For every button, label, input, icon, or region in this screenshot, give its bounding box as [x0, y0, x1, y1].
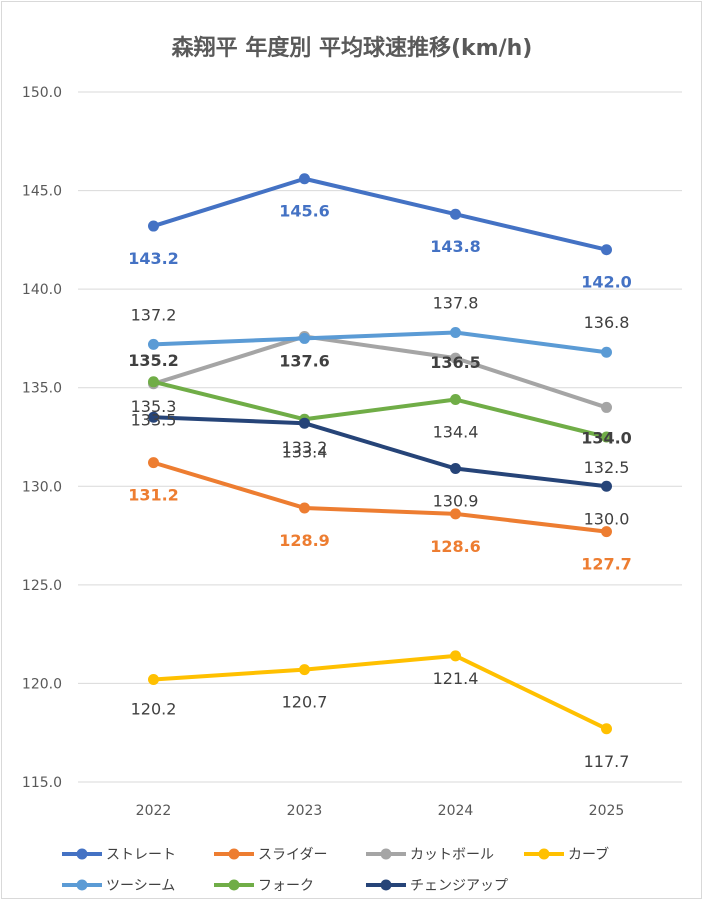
y-tick-label: 120.0 — [22, 676, 62, 692]
data-point — [601, 431, 612, 443]
legend-label: フォーク — [258, 878, 314, 894]
data-point — [601, 244, 612, 256]
data-label: 133.2 — [282, 438, 328, 457]
legend-marker — [380, 879, 392, 891]
data-label: 132.5 — [584, 458, 630, 477]
x-tick-label: 2025 — [589, 803, 625, 819]
y-tick-label: 150.0 — [22, 85, 62, 101]
data-point — [601, 401, 612, 413]
data-label: 133.4 — [282, 442, 328, 461]
legend-label: ツーシーム — [106, 878, 175, 894]
y-axis: 115.0 120.0 125.0 130.0 135.0 140.0 145.0 150.0 — [22, 85, 62, 791]
data-label: 137.8 — [433, 294, 479, 313]
chart-title: 森翔平 年度別 平均球速推移(km/h) — [172, 35, 533, 61]
legend-label: ストレート — [106, 847, 176, 863]
data-label: 137.2 — [131, 305, 177, 324]
y-tick-label: 115.0 — [22, 775, 62, 791]
series-lines — [148, 173, 612, 735]
data-point — [450, 463, 461, 475]
series-line — [151, 330, 609, 355]
legend-label: カーブ — [568, 846, 609, 863]
y-tick-label: 140.0 — [22, 282, 62, 298]
data-label: 136.5 — [430, 353, 481, 372]
data-label: 120.2 — [131, 699, 177, 718]
series-line — [151, 460, 609, 534]
series-line — [151, 334, 609, 410]
data-point — [148, 673, 159, 685]
series-line — [151, 653, 609, 731]
data-labels: 143.2 145.6 143.8 142.0 131.2 128.9 128.6 127.7… — [128, 202, 632, 771]
data-label: 130.9 — [433, 492, 479, 511]
data-label: 142.0 — [581, 273, 632, 292]
data-point — [148, 220, 159, 232]
data-point — [299, 173, 310, 185]
series-line — [151, 415, 609, 489]
legend-label: チェンジアップ — [410, 878, 508, 894]
x-tick-label: 2022 — [136, 803, 172, 819]
data-label: 133.5 — [131, 410, 177, 429]
data-point — [148, 411, 159, 423]
y-tick-label: 130.0 — [22, 479, 62, 495]
data-label: 128.6 — [430, 537, 481, 556]
data-label: 134.0 — [581, 428, 632, 447]
data-point — [148, 457, 159, 469]
data-point — [299, 502, 310, 514]
data-label: 145.6 — [279, 202, 330, 221]
data-label: 134.4 — [433, 423, 479, 442]
data-label: 117.7 — [584, 752, 630, 771]
data-point — [601, 723, 612, 735]
data-label: 131.2 — [128, 486, 179, 505]
data-point — [148, 376, 159, 388]
legend-marker — [76, 879, 88, 891]
data-label: 135.3 — [131, 397, 177, 416]
legend-marker — [228, 848, 240, 860]
data-point — [450, 394, 461, 406]
y-tick-label: 125.0 — [22, 578, 62, 594]
data-label: 120.7 — [282, 693, 328, 712]
series-line — [151, 176, 609, 252]
y-tick-label: 135.0 — [22, 381, 62, 397]
legend-marker — [538, 848, 550, 860]
data-point — [450, 650, 461, 662]
legend-label: カットボール — [410, 847, 494, 863]
data-label: 143.8 — [430, 237, 481, 256]
data-label: 121.4 — [433, 669, 479, 688]
series-line — [151, 379, 609, 439]
data-point — [450, 352, 461, 364]
data-point — [299, 664, 310, 676]
x-tick-label: 2024 — [438, 803, 474, 819]
data-point — [450, 208, 461, 220]
legend-marker — [380, 848, 392, 860]
x-axis: 2022 2023 2024 2025 — [136, 803, 625, 819]
y-tick-label: 145.0 — [22, 184, 62, 200]
data-point — [299, 332, 310, 344]
data-label: 137.6 — [279, 351, 330, 370]
data-point — [450, 327, 461, 339]
data-label: 135.2 — [128, 351, 179, 370]
data-label: 127.7 — [581, 555, 632, 574]
data-label: 128.9 — [279, 531, 330, 550]
data-point — [601, 346, 612, 358]
data-point — [148, 338, 159, 350]
legend-marker — [228, 879, 240, 891]
data-point — [299, 417, 310, 429]
x-tick-label: 2023 — [287, 803, 323, 819]
data-label: 130.0 — [584, 509, 630, 528]
data-label: 136.8 — [584, 313, 630, 332]
data-point — [601, 526, 612, 538]
data-point — [601, 480, 612, 492]
legend-label: スライダー — [258, 847, 327, 863]
data-point — [450, 508, 461, 520]
data-label: 143.2 — [128, 249, 179, 268]
legend-marker — [76, 848, 88, 860]
